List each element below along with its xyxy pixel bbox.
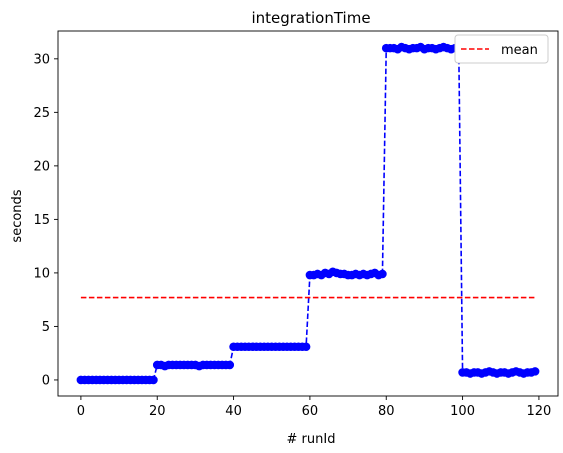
y-tick-label: 25 — [33, 106, 50, 121]
y-tick-label: 30 — [33, 52, 50, 67]
legend-box — [454, 34, 549, 64]
plot-area — [57, 30, 559, 397]
y-tick-label: 5 — [42, 320, 50, 335]
y-tick-label: 10 — [33, 266, 50, 281]
x-tick-label: 100 — [450, 404, 475, 419]
x-tick-label: 40 — [225, 404, 242, 419]
data-point — [530, 367, 540, 376]
data-point — [225, 360, 235, 370]
y-tick-label: 0 — [42, 373, 50, 388]
y-axis-label: seconds — [10, 189, 25, 242]
data-point — [149, 375, 158, 385]
x-axis-label: # runId — [287, 432, 336, 447]
chart-title: integrationTime — [251, 9, 370, 27]
legend-mean-label: mean — [501, 43, 538, 58]
y-axis: 0 5 10 15 20 25 30 — [33, 52, 58, 388]
data-point — [378, 269, 387, 279]
axes-frame — [57, 30, 559, 397]
legend: mean — [454, 34, 549, 64]
x-tick-label: 80 — [378, 404, 395, 419]
x-tick-label: 0 — [77, 404, 85, 419]
x-tick-label: 120 — [527, 404, 552, 419]
x-tick-label: 20 — [149, 404, 166, 419]
data-point — [301, 342, 311, 352]
x-tick-label: 60 — [302, 404, 319, 419]
y-tick-label: 15 — [33, 213, 50, 228]
x-axis: 0 20 40 60 80 100 120 — [77, 396, 552, 419]
y-tick-label: 20 — [33, 159, 50, 174]
